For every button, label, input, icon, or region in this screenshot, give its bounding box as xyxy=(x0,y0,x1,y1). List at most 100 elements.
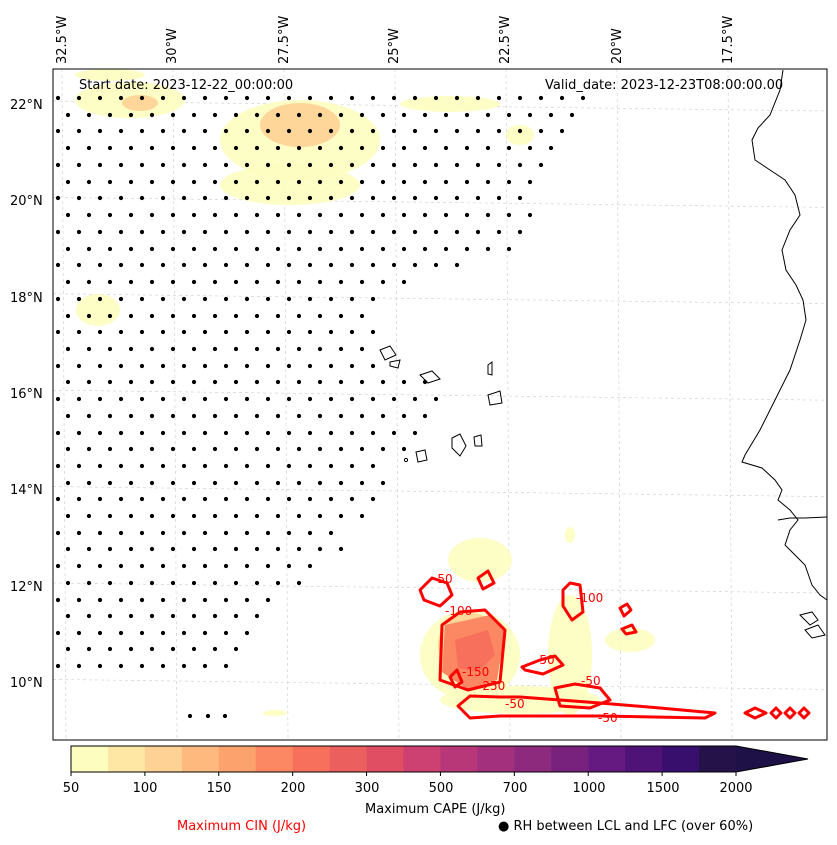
coastline xyxy=(389,359,401,369)
rh-dot xyxy=(496,195,502,201)
rh-dot xyxy=(370,162,376,168)
rh-dot xyxy=(128,580,134,586)
rh-dot xyxy=(412,128,418,134)
rh-dot xyxy=(286,195,292,201)
rh-dot xyxy=(370,363,376,369)
rh-dot xyxy=(286,128,292,134)
coastline xyxy=(415,449,428,463)
rh-dot xyxy=(307,195,313,201)
rh-dot xyxy=(107,279,113,285)
rh-dot xyxy=(328,430,334,436)
cin-contour xyxy=(476,569,496,591)
rh-dot xyxy=(475,195,481,201)
rh-dot xyxy=(139,496,145,502)
colorbar-swatch xyxy=(366,746,404,772)
rh-dot xyxy=(149,513,155,519)
rh-dot xyxy=(55,430,61,436)
rh-dot xyxy=(380,112,386,118)
rh-dot xyxy=(391,262,397,268)
rh-dot xyxy=(296,513,302,519)
colorbar-swatch xyxy=(144,746,183,772)
rh-dot xyxy=(170,346,176,352)
colorbar-tick-label: 700 xyxy=(502,781,528,796)
rh-dot xyxy=(191,279,197,285)
cin-contours: -50-100-150-250-50-100-50-50-50 xyxy=(418,569,811,725)
rh-dot xyxy=(380,145,386,151)
rh-dot xyxy=(233,546,239,552)
rh-dot xyxy=(128,413,134,419)
rh-dot xyxy=(107,179,113,185)
cin-contour xyxy=(618,602,633,618)
rh-dot xyxy=(401,179,407,185)
rh-dot xyxy=(349,262,355,268)
rh-dot xyxy=(191,246,197,252)
rh-dot xyxy=(370,195,376,201)
rh-dot xyxy=(107,112,113,118)
rh-dot xyxy=(128,646,134,652)
rh-dot xyxy=(275,179,281,185)
rh-dot xyxy=(223,430,229,436)
rh-dot xyxy=(233,513,239,519)
rh-dot xyxy=(286,363,292,369)
rh-dot xyxy=(222,713,228,719)
rh-dot xyxy=(160,128,166,134)
coastline xyxy=(419,370,441,384)
rh-legend: ● RH between LCL and LFC (over 60%) xyxy=(498,819,753,834)
rh-dot xyxy=(65,346,71,352)
rh-dot xyxy=(65,179,71,185)
rh-dot xyxy=(128,313,134,319)
rh-dot xyxy=(160,363,166,369)
rh-dot xyxy=(328,329,334,335)
rh-dot xyxy=(233,112,239,118)
coastline xyxy=(451,433,467,457)
rh-dot xyxy=(496,162,502,168)
rh-dot xyxy=(149,279,155,285)
rh-dot xyxy=(202,229,208,235)
rh-dot xyxy=(212,580,218,586)
rh-dot xyxy=(370,496,376,502)
rh-dot xyxy=(275,580,281,586)
rh-dot xyxy=(181,496,187,502)
rh-dot xyxy=(128,145,134,151)
rh-dot xyxy=(349,128,355,134)
rh-dot xyxy=(296,212,302,218)
rh-dot xyxy=(412,195,418,201)
rh-dot xyxy=(254,513,260,519)
rh-dot xyxy=(275,513,281,519)
rh-dot xyxy=(338,279,344,285)
rh-dot xyxy=(391,396,397,402)
rh-dot xyxy=(212,346,218,352)
rh-dot xyxy=(254,279,260,285)
rh-dot xyxy=(275,279,281,285)
rh-dot xyxy=(55,563,61,569)
colorbar-swatch xyxy=(71,746,109,772)
rh-dot xyxy=(149,246,155,252)
rh-dot xyxy=(307,262,313,268)
rh-dot xyxy=(191,313,197,319)
rh-dot xyxy=(317,513,323,519)
rh-dot xyxy=(380,212,386,218)
cape-colorbar xyxy=(70,745,809,776)
rh-dot xyxy=(244,95,250,101)
rh-dot xyxy=(296,112,302,118)
rh-dot xyxy=(149,480,155,486)
rh-dot xyxy=(223,95,229,101)
rh-dot xyxy=(443,145,449,151)
rh-dot xyxy=(359,446,365,452)
rh-dot xyxy=(307,463,313,469)
rh-dot xyxy=(55,463,61,469)
rh-dot xyxy=(569,112,575,118)
rh-dot xyxy=(244,597,250,603)
rh-dot xyxy=(359,513,365,519)
rh-dot xyxy=(139,162,145,168)
rh-dot xyxy=(160,430,166,436)
rh-dot xyxy=(191,413,197,419)
rh-dot xyxy=(97,363,103,369)
rh-dot xyxy=(328,128,334,134)
rh-dot xyxy=(265,95,271,101)
rh-dot xyxy=(86,646,92,652)
rh-dot xyxy=(86,480,92,486)
cape-area xyxy=(220,165,360,205)
rh-dot-icon: ● xyxy=(498,819,510,834)
